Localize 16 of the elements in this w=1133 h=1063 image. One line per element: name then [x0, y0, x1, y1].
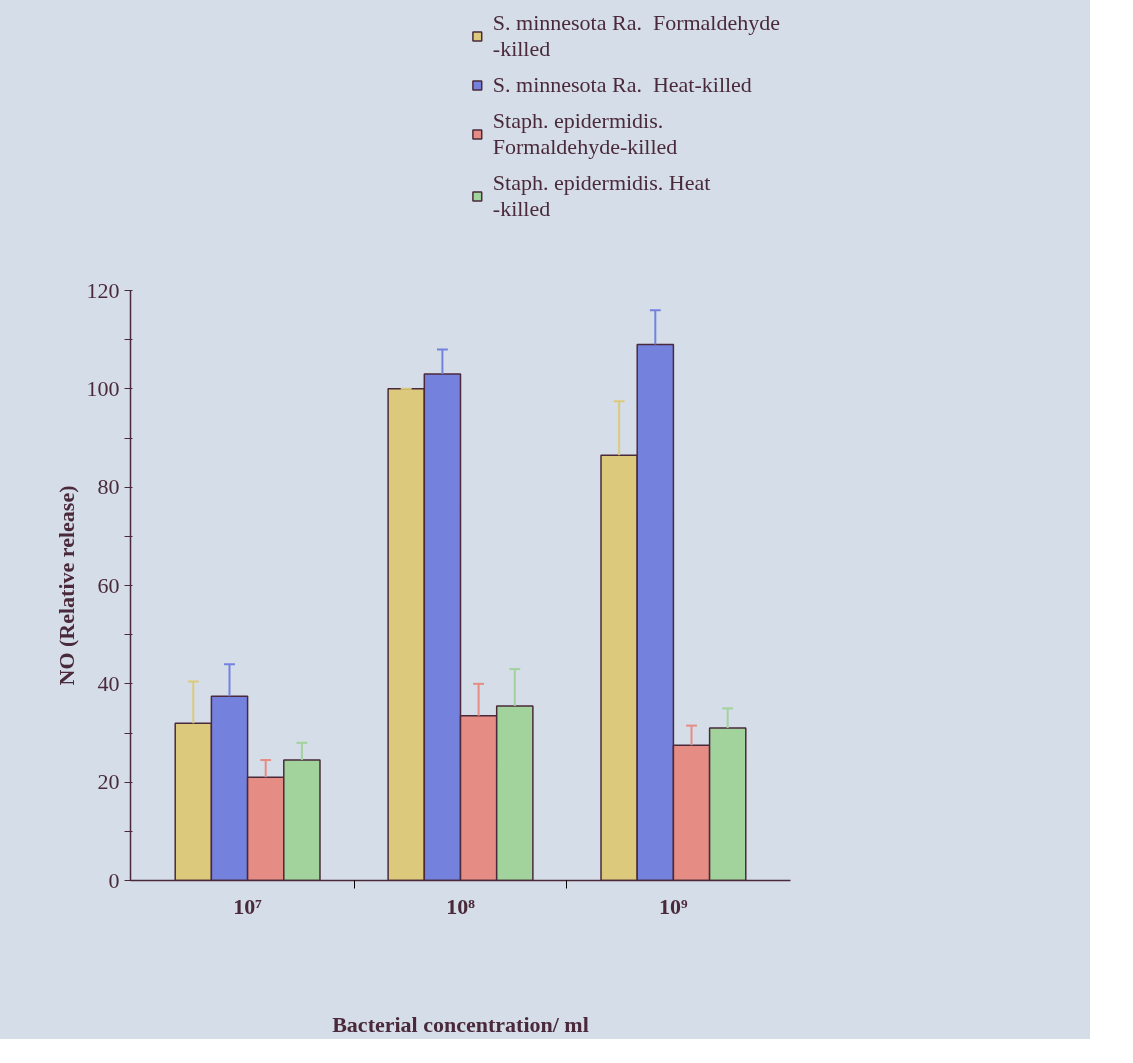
x-tick-label: 10⁸: [446, 893, 476, 919]
y-tick-label: 60: [97, 572, 120, 598]
legend-label: Staph. epidermidis. Heat -killed: [492, 170, 711, 222]
x-tick-label: 10⁹: [659, 893, 689, 919]
legend-label: S. minnesota Ra. Heat-killed: [492, 72, 752, 98]
y-tick-label: 20: [97, 769, 120, 795]
legend-label: Staph. epidermidis. Formaldehyde-killed: [492, 108, 678, 160]
x-axis-title: Bacterial concentration/ ml: [332, 1011, 589, 1037]
legend-label: S. minnesota Ra. Formaldehyde -killed: [492, 10, 780, 62]
y-tick-label: 120: [86, 277, 120, 303]
y-tick-label: 80: [97, 474, 120, 500]
y-axis-title: NO (Relative release): [53, 485, 79, 686]
y-tick-label: 0: [108, 867, 120, 893]
x-tick-label: 10⁷: [233, 893, 263, 919]
y-tick-label: 100: [86, 375, 120, 401]
y-tick-label: 40: [97, 670, 120, 696]
